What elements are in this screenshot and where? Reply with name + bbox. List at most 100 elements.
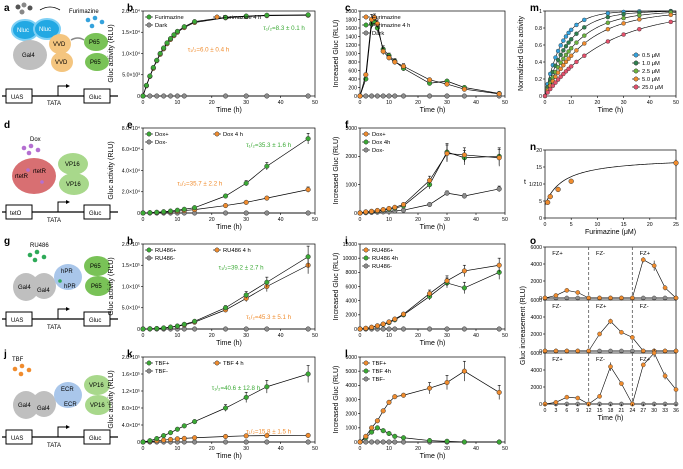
y-tick-label: 0 <box>354 94 357 100</box>
x-tick-label: 50 <box>502 333 508 339</box>
promoter-arrow <box>57 201 68 212</box>
panel-label-i: i <box>345 236 348 247</box>
data-point <box>380 439 386 445</box>
data-point <box>427 201 433 208</box>
uas-label: UAS <box>11 95 23 101</box>
panel-label-n: n <box>530 142 536 153</box>
data-point <box>400 311 407 317</box>
data-point <box>264 163 270 169</box>
data-point <box>223 14 229 20</box>
data-point <box>444 326 450 332</box>
data-point <box>161 433 167 439</box>
charts-layer: b0 10 20 30 40 5005.0×10³1.0×10⁴1.5×10⁴2.0×10… <box>108 3 679 460</box>
plot-frame <box>544 299 677 352</box>
legend-label: Dark <box>155 23 167 29</box>
y-tick-label: 2.0×10⁵ <box>122 355 140 361</box>
data-point <box>427 326 433 332</box>
data-point <box>496 439 502 445</box>
x-axis-label: Time (h) <box>420 224 446 231</box>
data-point <box>461 439 467 445</box>
chart-panel-e: e 0 10 20 30 40 50 0 2.0×10⁴ 4.0×10⁴ 6.0×10⁴ 8.0×10… <box>108 120 318 231</box>
data-point <box>461 326 467 332</box>
y-tick-label: 2.0×10⁴ <box>122 190 140 196</box>
data-point <box>147 93 153 99</box>
tau-annotation: τ₁/₂=45.3 ± 5.1 h <box>246 314 291 321</box>
y-tick-label: 2.0×10⁴ <box>122 9 140 15</box>
data-point <box>192 419 198 425</box>
x-tick-label: 50 <box>502 100 508 106</box>
y-tick-label: 4000 <box>345 383 357 389</box>
gal4-label: Gal4 <box>37 406 50 412</box>
data-point <box>386 399 392 405</box>
y-axis-label: Gluc activity (RLU) <box>108 370 115 428</box>
data-point <box>553 399 559 405</box>
y-tick-label: 4000 <box>530 368 542 374</box>
panel-label-m: m <box>530 3 539 14</box>
legend-marker <box>363 368 369 374</box>
data-point <box>380 408 386 414</box>
y-tick-label: 3000 <box>345 126 357 132</box>
chart-panel-c: c 0 10 20 30 40 50 0 200 400 600 800 1000 1200 1400 160… <box>333 3 508 114</box>
data-point <box>374 323 380 329</box>
substrate-dot <box>27 5 33 11</box>
legend-marker <box>146 368 152 374</box>
y-tick-label: 15 <box>536 165 542 171</box>
data-point <box>181 24 187 30</box>
data-point <box>427 93 433 99</box>
y-axis-label: Gluc activity (RLU) <box>108 257 115 315</box>
x-tick-label: 30 <box>651 408 657 414</box>
x-tick-label: 50 <box>312 217 318 223</box>
y-axis-label: Gluc increasement (RLU) <box>520 286 527 365</box>
legend-label: 0.5 μM <box>642 53 660 59</box>
x-tick-label: 0 <box>544 100 547 106</box>
data-point <box>264 210 270 216</box>
x-tick-label: 3 <box>554 408 557 414</box>
data-point <box>621 11 626 17</box>
data-point <box>673 387 679 392</box>
vvd-label: VVD <box>53 42 66 48</box>
x-tick-label: 20 <box>209 100 215 106</box>
furimazine-dot <box>85 17 91 23</box>
data-point <box>192 205 198 211</box>
data-point <box>223 305 229 311</box>
uas-box <box>5 88 33 104</box>
y-tick-label: 800 <box>348 60 357 66</box>
data-point <box>374 207 380 213</box>
data-point <box>555 77 561 82</box>
legend-label: TBF 4 h <box>223 361 244 367</box>
legend-label: TBF- <box>155 369 168 375</box>
legend-marker <box>363 147 369 153</box>
furimazine-label: Furimazine <box>69 9 99 15</box>
tbf-dot <box>19 363 25 369</box>
panel-label-h: h <box>127 236 133 247</box>
x-tick-label: 10 <box>386 100 392 106</box>
x-tick-label: 6 <box>565 408 568 414</box>
panel-label-j: j <box>3 349 7 360</box>
data-point <box>181 435 187 441</box>
data-point <box>357 93 363 99</box>
legend-label: Dox- <box>155 140 167 146</box>
data-point <box>605 11 611 16</box>
data-point <box>575 395 581 401</box>
y-tick-label: 0.4 <box>535 60 542 66</box>
legend-marker <box>146 14 152 20</box>
gluc-label: Gluc <box>89 318 101 324</box>
data-point <box>171 32 177 38</box>
y-tick-label: 20 <box>536 148 542 154</box>
data-point <box>140 439 146 445</box>
x-axis-label: Time (h) <box>216 340 242 347</box>
tau-annotation: τ₁/₂=6.0 ± 0.4 h <box>188 46 230 53</box>
data-point <box>363 93 369 99</box>
x-tick-label: 30 <box>621 100 627 106</box>
legend-marker <box>363 255 369 261</box>
data-point <box>608 318 613 324</box>
data-point <box>374 425 380 431</box>
data-point <box>553 348 559 354</box>
data-point <box>167 430 174 436</box>
rtetr-label: rtetR <box>33 169 47 175</box>
data-point <box>548 86 553 92</box>
gluc-box <box>83 311 111 327</box>
data-point <box>192 326 198 332</box>
data-point <box>619 295 624 301</box>
uas-box <box>5 311 33 327</box>
